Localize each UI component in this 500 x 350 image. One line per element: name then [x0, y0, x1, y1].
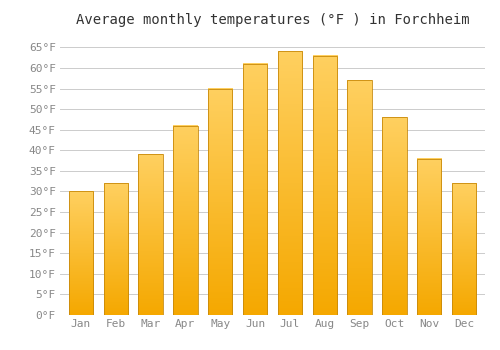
Bar — [382, 117, 406, 315]
Bar — [208, 89, 233, 315]
Bar — [104, 183, 128, 315]
Bar — [312, 56, 337, 315]
Bar — [348, 80, 372, 315]
Bar — [138, 154, 163, 315]
Bar — [173, 126, 198, 315]
Bar — [68, 191, 93, 315]
Bar — [417, 159, 442, 315]
Bar — [243, 64, 268, 315]
Bar — [278, 51, 302, 315]
Bar — [452, 183, 476, 315]
Title: Average monthly temperatures (°F ) in Forchheim: Average monthly temperatures (°F ) in Fo… — [76, 13, 469, 27]
